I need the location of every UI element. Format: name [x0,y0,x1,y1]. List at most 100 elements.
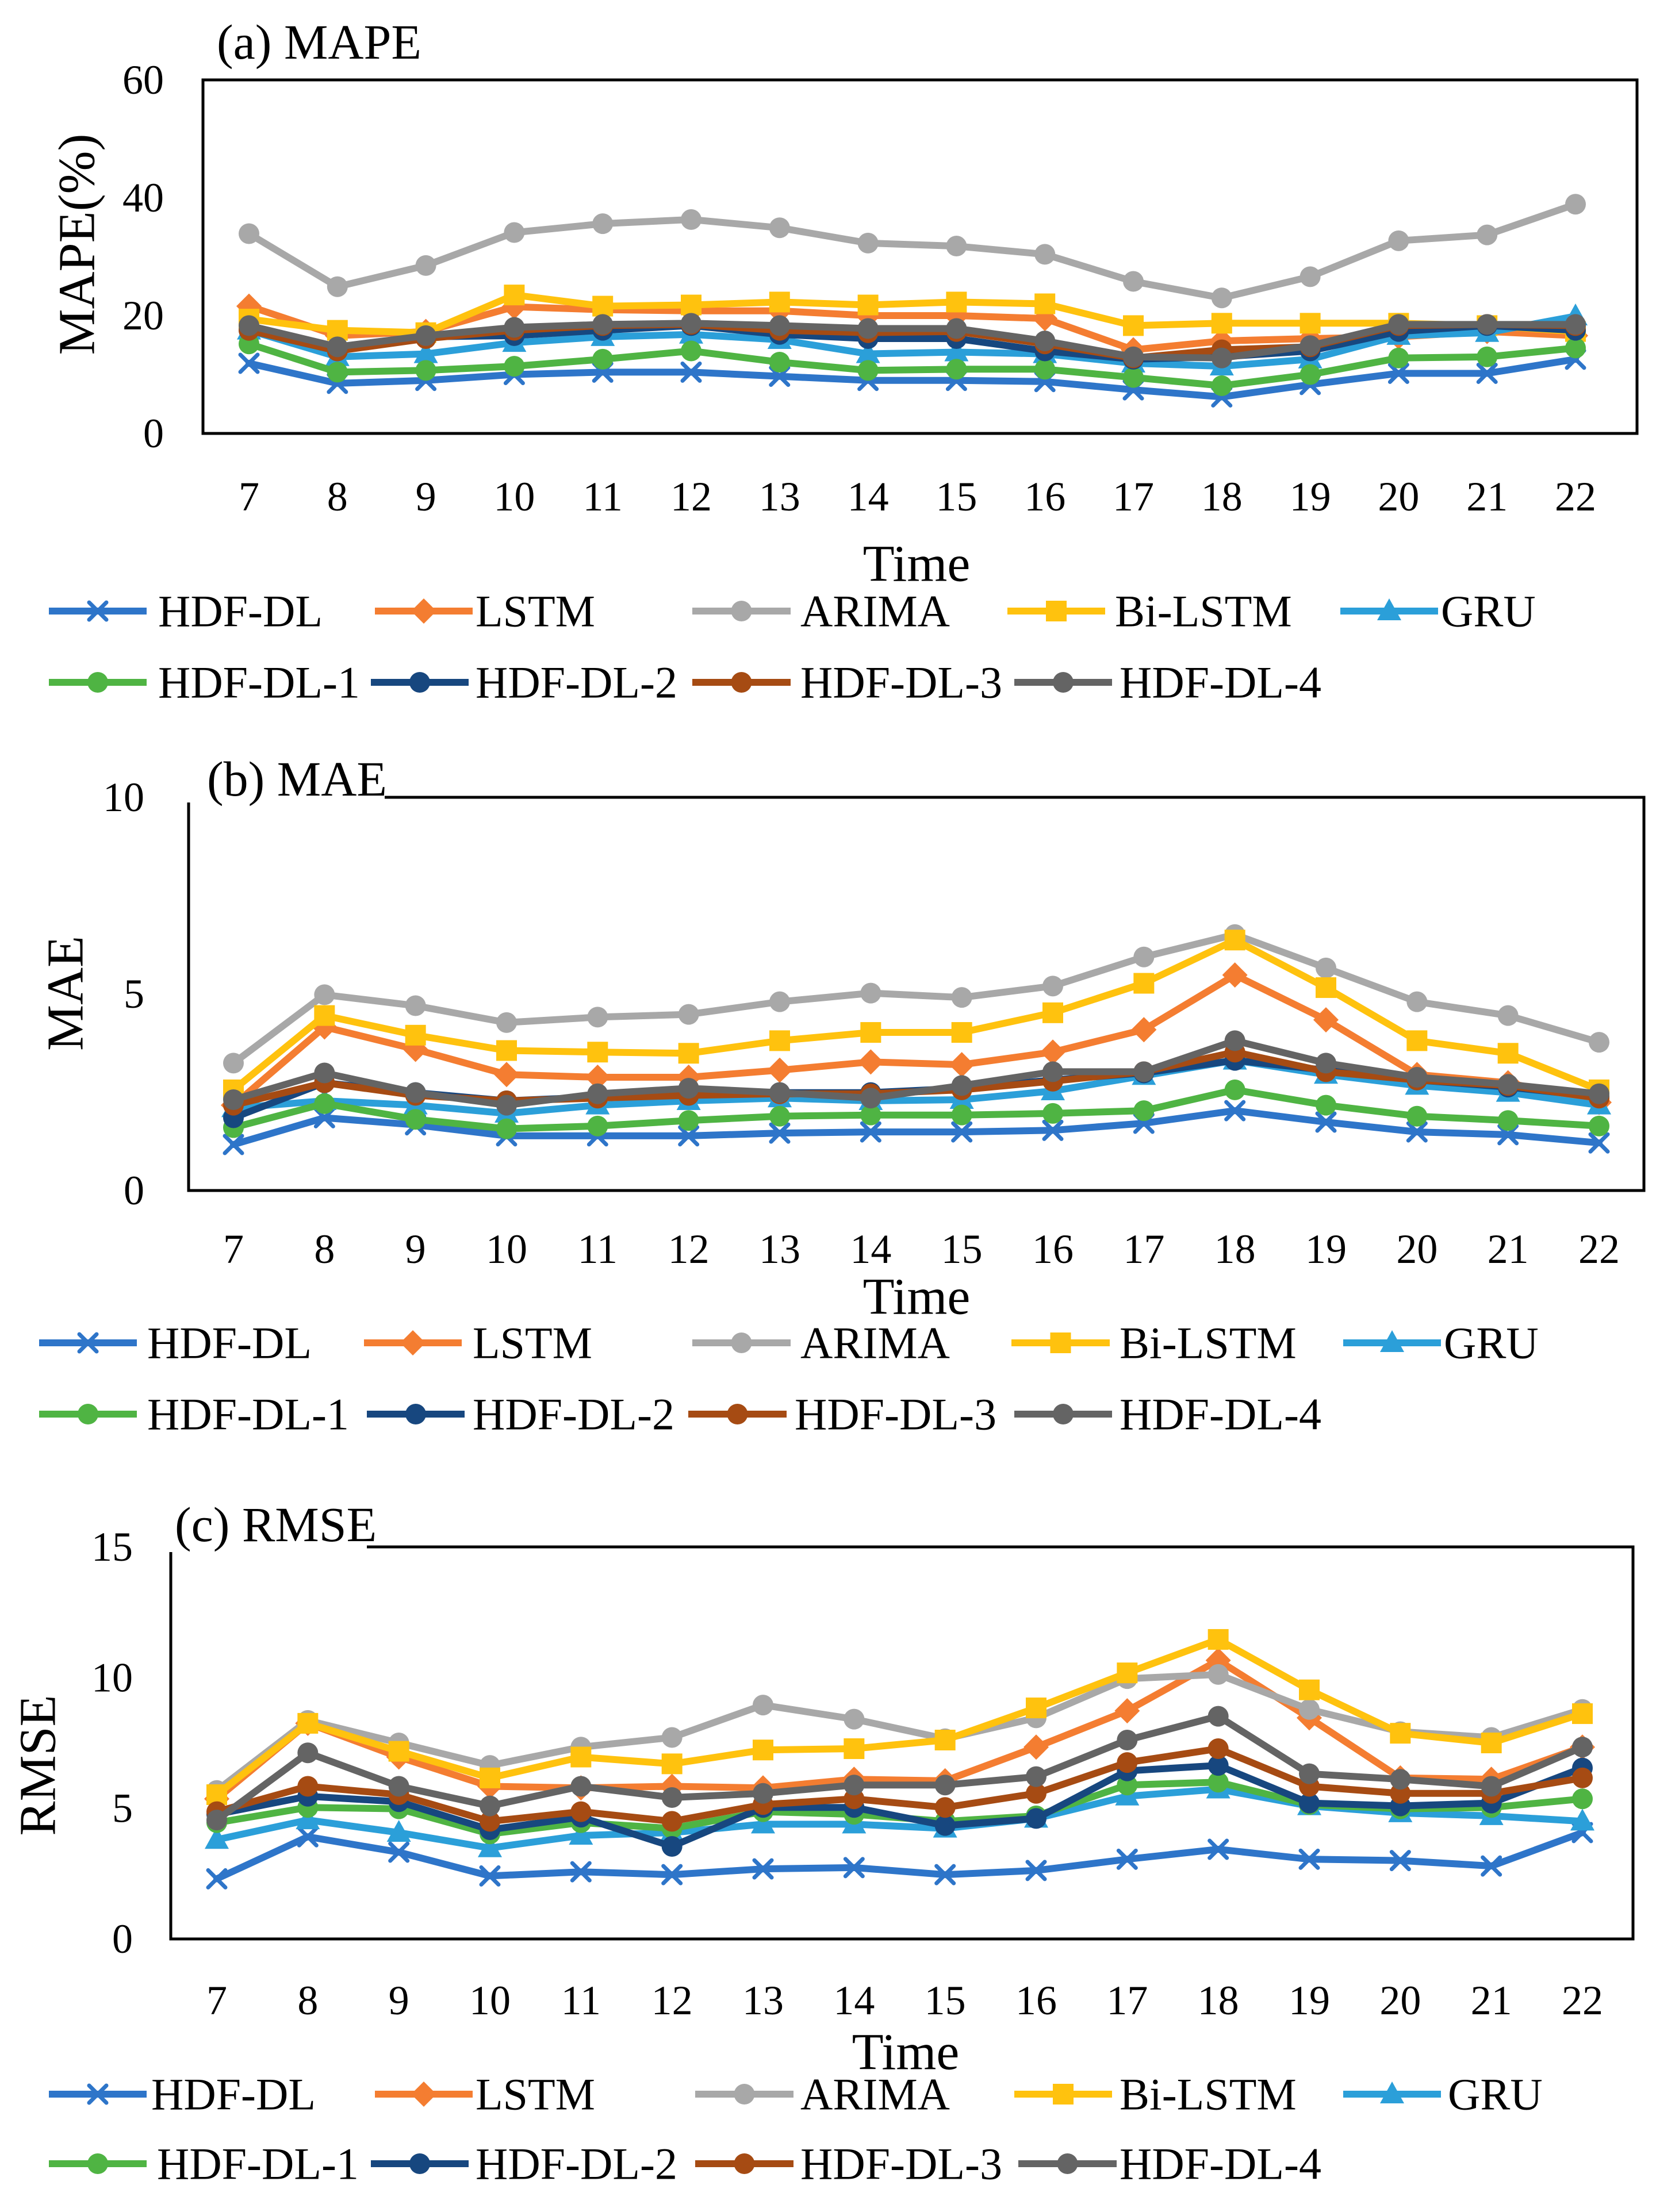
chart-b-series-arima-point-8 [314,984,335,1005]
chart-a-legend-item-bi-lstm: Bi-LSTM [1007,586,1292,636]
chart-c-series-hdf-dl-3-point-8 [297,1776,319,1797]
chart-b-x-axis-title: Time [863,1269,971,1326]
chart-a-legend-label-arima: ARIMA [800,586,950,636]
chart-c-series-gru-point-13 [751,1811,775,1834]
chart-a-x-tick-label: 11 [583,474,623,520]
chart-c-series-arima-point-18 [1208,1664,1229,1685]
chart-b-legend-swatch-marker-arima [731,1332,752,1353]
chart-c-series-bi-lstm-point-11 [570,1746,592,1768]
chart-b-legend-swatch-marker-lstm [400,1330,425,1355]
chart-b-series-hdf-dl-1-point-16 [1042,1103,1063,1124]
chart-c-series-hdf-dl-3-point-17 [1117,1752,1138,1773]
chart-a-series-hdf-dl-4-point-12 [681,313,702,334]
chart-b-x-tick-label: 8 [314,1226,335,1272]
chart-c-x-tick-label: 18 [1198,1977,1239,2023]
chart-a-legend-swatch-marker-bi-lstm [1046,601,1067,621]
chart-a-series-bi-lstm-point-17 [1123,315,1144,336]
chart-c-series-hdf-dl-4 [206,1706,1593,1831]
chart-a-series-hdf-dl-1-point-22 [1565,337,1586,359]
chart-c-series-hdf-dl-point-10 [479,1865,501,1887]
chart-b-series-hdf-dl-4-point-13 [769,1082,790,1103]
chart-b-series-hdf-dl-4-point-20 [1406,1067,1428,1088]
chart-c-x-tick-label: 9 [389,1977,409,2023]
chart-a-series-arima-point-10 [504,222,525,243]
chart-b-series-hdf-dl-1-point-21 [1497,1110,1519,1131]
chart-c-series-hdf-dl-3-point-15 [934,1797,956,1818]
chart-b-series-lstm-point-15 [949,1052,975,1078]
chart-b-series-bi-lstm-point-11 [587,1042,608,1063]
chart-b-x-tick-label: 16 [1032,1226,1074,1272]
chart-a-title: (a) MAPE [217,14,421,70]
chart-a-series-bi-lstm-point-12 [681,294,702,316]
chart-a-series-arima-point-14 [857,232,879,254]
chart-c-series-arima-point-13 [753,1695,773,1716]
chart-a-series-hdf-dl-point-21 [1476,362,1498,384]
chart-b-x-tick-label: 22 [1578,1226,1620,1272]
chart-a-legend-item-hdf-dl-2: HDF-DL-2 [371,658,677,708]
chart-c-legend-swatch-marker-lstm [411,2082,436,2107]
chart-b-legend-item-hdf-dl-3: HDF-DL-3 [688,1389,996,1439]
chart-c-title-backdrop [167,1542,367,1552]
chart-c-series-hdf-dl-2-line [213,1762,1586,1850]
chart-c-series-hdf-dl-point-9 [388,1841,410,1863]
chart-a-series-gru-line [246,313,1579,370]
chart-a-series-hdf-dl-1-point-13 [769,351,790,372]
chart-c-x-tick-label: 7 [206,1977,227,2023]
chart-b-legend-swatch-marker-hdf-dl-4 [1053,1404,1074,1424]
chart-a-legend-item-hdf-dl: HDF-DL [49,586,323,636]
chart-b: (b) MAE Time MAE 0 5 10 7 8 9 10 11 12 13 14 15 16 17 18 1… [37,751,1646,1439]
chart-b-series-hdf-dl-1-point-8 [314,1093,335,1114]
chart-a-legend-label-hdf-dl-3: HDF-DL-3 [800,658,1002,708]
chart-a-series-arima-point-9 [415,255,436,276]
chart-b-series-hdf-dl-1-line [230,1086,1603,1132]
chart-c-legend-label-hdf-dl-2: HDF-DL-2 [476,2139,677,2189]
chart-b-series-bi-lstm-point-16 [1042,1002,1063,1023]
chart-c-legend-item-hdf-dl-2: HDF-DL-2 [371,2139,677,2189]
chart-a-series-hdf-dl-1-point-20 [1388,347,1409,368]
chart-a-series-arima-point-21 [1477,224,1498,245]
chart-c-series-hdf-dl-4-point-18 [1208,1706,1229,1727]
chart-c-series-bi-lstm-point-16 [1026,1698,1046,1719]
chart-a-series-bi-lstm-point-18 [1211,313,1232,334]
chart-b-legend-label-lstm: LSTM [473,1318,592,1368]
chart-a-series-arima-point-11 [592,213,614,235]
chart-a-series-hdf-dl-1-point-14 [857,360,879,381]
chart-c-x-tick-label: 20 [1379,1977,1421,2023]
chart-a-series-hdf-dl-point-12 [680,361,702,383]
chart-b-legend-label-hdf-dl-4: HDF-DL-4 [1120,1389,1321,1439]
chart-b-series-arima-point-16 [1042,976,1063,997]
chart-a-series-arima-point-13 [769,217,790,239]
chart-a-legend-label-hdf-dl-1: HDF-DL-1 [158,658,360,708]
chart-c-legend-item-bi-lstm: Bi-LSTM [1014,2069,1297,2119]
chart-b-legend-item-lstm: LSTM [364,1318,592,1368]
chart-b-series-hdf-dl-point-18 [1224,1100,1246,1122]
chart-b-series-hdf-dl-4-point-15 [951,1075,972,1096]
chart-c-series-hdf-dl-point-13 [752,1858,774,1880]
chart-a-series-bi-lstm-point-13 [769,291,790,313]
chart-a-x-tick-label: 17 [1113,474,1154,520]
chart-a-series-hdf-dl-1 [239,333,1586,396]
chart-a-series-bi-lstm-point-10 [504,285,525,306]
chart-a-series-hdf-dl-4-point-20 [1388,314,1409,335]
chart-a-series-hdf-dl-4-point-10 [504,317,525,338]
chart-b-legend-swatch-marker-hdf-dl-2 [405,1404,426,1424]
chart-b-series-arima-point-17 [1133,946,1155,967]
chart-a-x-tick-label: 7 [239,474,259,520]
chart-b-series-hdf-dl-4-point-12 [678,1078,699,1099]
chart-b-series-bi-lstm-point-21 [1497,1043,1519,1064]
chart-c-series-gru-point-7 [205,1827,229,1849]
chart-b-series-bi-lstm-point-13 [769,1030,790,1051]
chart-b-legend-swatch-marker-hdf-dl-1 [78,1404,98,1424]
chart-c-series-hdf-dl-point-16 [1025,1860,1047,1881]
chart-c-legend-item-hdf-dl: HDF-DL [49,2069,316,2119]
chart-b-series-hdf-dl-4-point-21 [1497,1074,1519,1095]
chart-b-x-tick-label: 15 [941,1226,983,1272]
chart-a-series-hdf-dl-4-point-9 [415,325,436,346]
chart-b-x-tick-label: 11 [578,1226,618,1272]
chart-a-series-hdf-dl-4-point-17 [1123,346,1144,367]
chart-a-series-arima-point-22 [1565,194,1586,215]
chart-a-series-hdf-dl-1-point-12 [681,340,702,362]
chart-a-series-arima-point-20 [1388,230,1409,251]
chart-c-legend-label-hdf-dl: HDF-DL [151,2069,316,2119]
chart-c-series-hdf-dl-3-point-18 [1208,1738,1229,1760]
